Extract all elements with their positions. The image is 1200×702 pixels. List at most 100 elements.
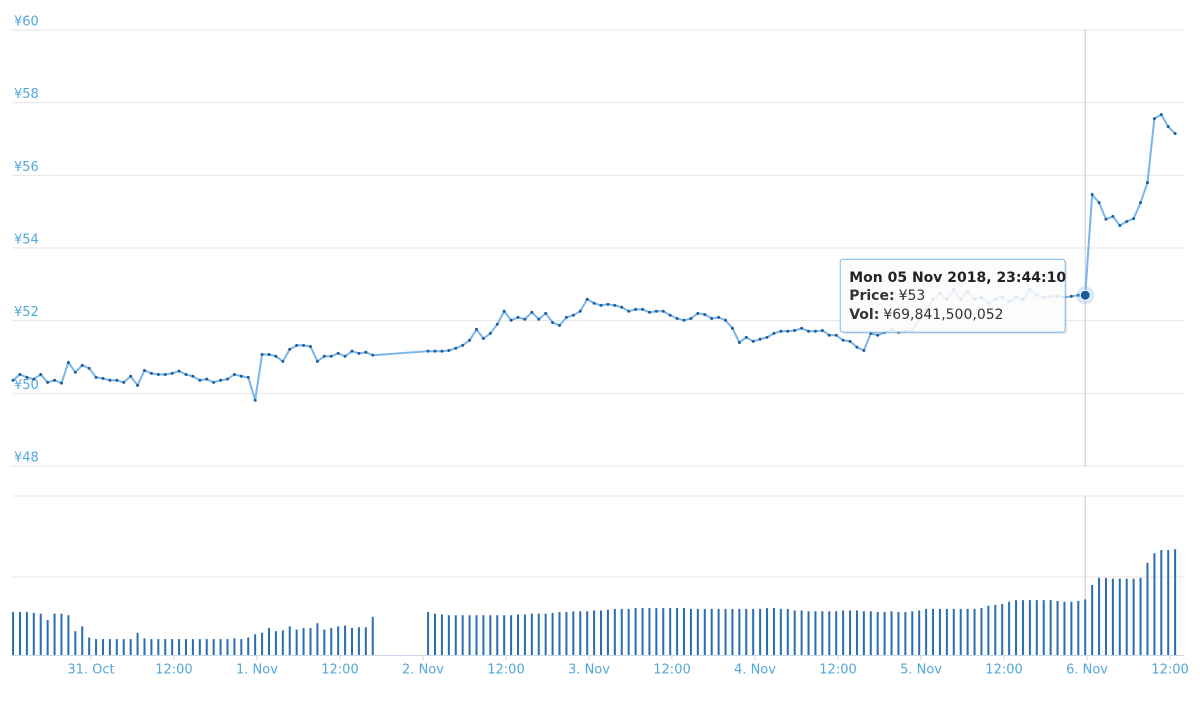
tooltip-row: Vol: ¥69,841,500,052 xyxy=(849,307,1003,323)
volume-bar xyxy=(247,637,250,655)
volume-bar xyxy=(655,608,658,655)
price-point xyxy=(827,333,831,337)
volume-bar xyxy=(219,639,222,655)
price-point xyxy=(1097,201,1101,205)
price-point xyxy=(668,313,672,317)
price-point xyxy=(260,352,264,356)
x-tick-label: 2. Nov xyxy=(402,663,444,678)
price-point xyxy=(523,317,527,321)
volume-bar xyxy=(178,639,181,655)
price-point xyxy=(1132,217,1136,221)
price-point xyxy=(710,316,714,320)
price-point xyxy=(613,303,617,307)
volume-bar xyxy=(600,610,603,655)
volume-bar xyxy=(779,608,782,655)
price-point xyxy=(212,380,216,384)
volume-bar xyxy=(862,611,865,655)
price-point xyxy=(253,398,257,402)
price-point xyxy=(717,315,721,319)
price-point xyxy=(433,349,437,353)
volume-bar xyxy=(759,608,762,655)
volume-bar xyxy=(1167,550,1170,655)
price-point xyxy=(232,372,236,376)
volume-bar xyxy=(489,615,492,655)
price-point xyxy=(288,347,292,351)
volume-bar xyxy=(46,620,49,655)
volume-bar xyxy=(171,639,174,655)
x-tick-label: 6. Nov xyxy=(1066,663,1108,678)
tooltip-label: Vol: xyxy=(849,307,879,323)
volume-bar xyxy=(503,615,506,655)
volume-bar xyxy=(357,627,360,655)
price-point xyxy=(322,354,326,358)
volume-bar xyxy=(648,608,651,655)
price-point xyxy=(544,311,548,315)
price-point xyxy=(751,339,755,343)
volume-bar xyxy=(281,630,284,655)
price-point xyxy=(1173,132,1177,136)
volume-bar xyxy=(738,608,741,655)
volume-bar xyxy=(814,611,817,655)
volume-bar xyxy=(973,608,976,655)
x-tick-label: 31. Oct xyxy=(67,663,114,678)
volume-bar xyxy=(938,608,941,655)
y-tick-label: ¥60 xyxy=(14,15,39,30)
volume-bar xyxy=(579,611,582,655)
volume-bar xyxy=(1063,601,1066,655)
price-point xyxy=(675,316,679,320)
tooltip-value: ¥69,841,500,052 xyxy=(883,307,1003,323)
volume-bar xyxy=(1028,600,1031,655)
volume-bar xyxy=(143,638,146,655)
price-point xyxy=(315,359,319,363)
price-point xyxy=(53,378,57,382)
volume-bar xyxy=(371,616,374,655)
volume-bar xyxy=(468,615,471,655)
price-point xyxy=(1104,217,1108,221)
price-point xyxy=(841,338,845,342)
price-point xyxy=(101,376,105,380)
volume-bar xyxy=(122,639,125,655)
price-point xyxy=(177,369,181,373)
price-point xyxy=(578,309,582,313)
volume-bar xyxy=(482,615,485,655)
volume-bar xyxy=(1015,600,1018,655)
price-point xyxy=(426,349,430,353)
volume-bar xyxy=(613,608,616,655)
tooltip-row: Price: ¥53 xyxy=(849,288,925,304)
volume-bar xyxy=(959,608,962,655)
volume-bar xyxy=(434,613,437,655)
price-point xyxy=(205,377,209,381)
volume-bar xyxy=(74,631,77,655)
volume-bar xyxy=(344,625,347,655)
price-point xyxy=(1159,113,1163,117)
volume-bar xyxy=(869,611,872,655)
volume-bar xyxy=(703,608,706,655)
x-tick-label: 12:00 xyxy=(487,663,524,678)
volume-bar xyxy=(952,608,955,655)
tooltip-title: Mon 05 Nov 2018, 23:44:10 xyxy=(849,270,1066,286)
volume-bar xyxy=(461,615,464,655)
volume-bar xyxy=(309,627,312,655)
price-point xyxy=(219,378,223,382)
volume-bar xyxy=(427,612,430,655)
volume-bar xyxy=(724,608,727,655)
volume-bar xyxy=(150,639,153,655)
volume-bar xyxy=(987,605,990,655)
x-tick-label: 12:00 xyxy=(155,663,192,678)
volume-bar xyxy=(911,611,914,655)
volume-bar xyxy=(60,613,63,655)
price-point xyxy=(308,344,312,348)
volume-bar xyxy=(1104,577,1107,655)
volume-bar xyxy=(475,615,478,655)
price-point xyxy=(32,377,36,381)
price-point xyxy=(239,374,243,378)
price-point xyxy=(274,354,278,358)
price-point xyxy=(66,360,70,364)
volume-bar xyxy=(440,614,443,655)
volume-bar xyxy=(240,639,243,655)
volume-bar xyxy=(683,608,686,655)
y-tick-label: ¥56 xyxy=(14,160,39,175)
volume-bar xyxy=(12,612,15,655)
price-point xyxy=(516,315,520,319)
volume-bar xyxy=(855,610,858,655)
